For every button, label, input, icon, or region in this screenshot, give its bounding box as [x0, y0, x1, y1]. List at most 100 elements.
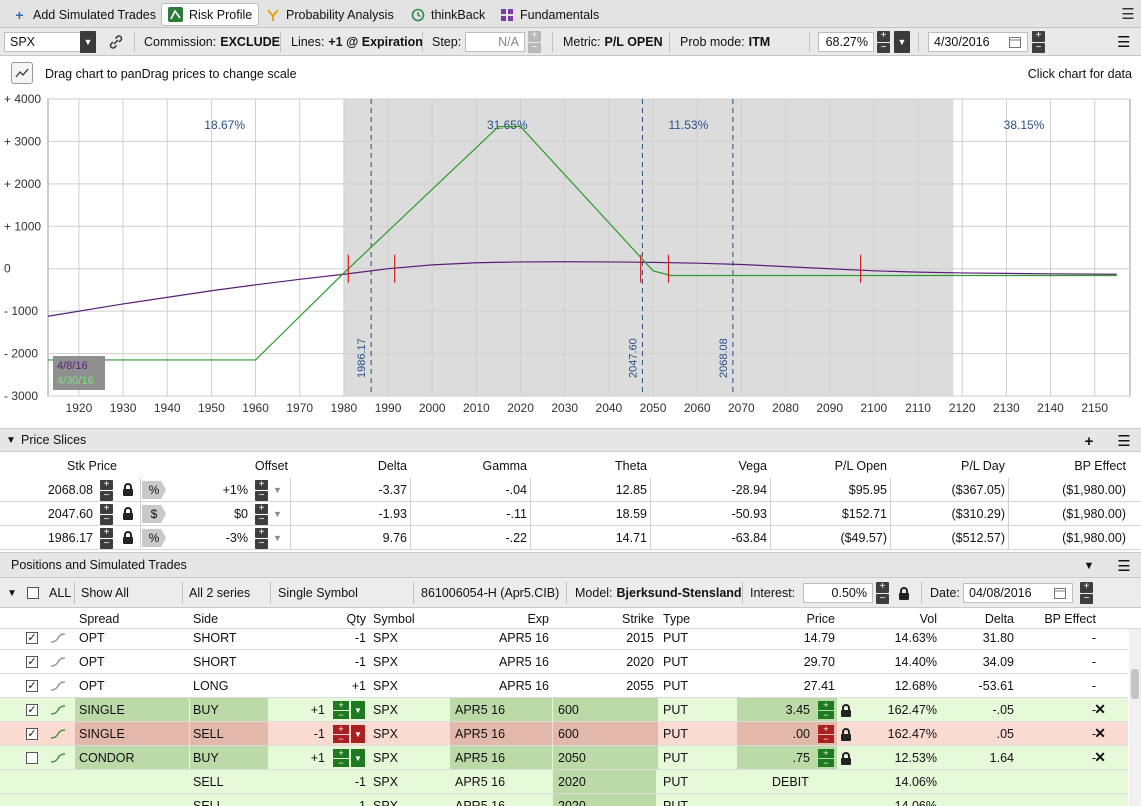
toolbar-menu-icon[interactable]: ☰: [1117, 34, 1131, 51]
position-row[interactable]: SELL -1 SPX APR5 16 2020 PUT DEBIT 14.06%: [0, 770, 1128, 794]
price-slice-row[interactable]: 2047.60 + − $ $0 + − ▼ -1.93 -.11 18.59 -50.93 $152.…: [0, 502, 1141, 526]
calendar-icon[interactable]: [1054, 587, 1066, 602]
slice-stk-price[interactable]: 2068.08: [47, 482, 93, 497]
offset-mode-toggle[interactable]: %: [142, 481, 166, 499]
positions-scrollbar[interactable]: [1129, 629, 1141, 806]
row-strike[interactable]: 600: [558, 702, 579, 717]
series-filter[interactable]: All 2 series: [189, 586, 251, 600]
price-slice-row[interactable]: 1986.17 + −% -3% + − ▼ 9.76 -.22 14.71 -63.84 ($49.…: [0, 526, 1141, 550]
tab-thinkback[interactable]: thinkBack: [404, 3, 491, 26]
positions-menu-icon[interactable]: ☰: [1117, 558, 1131, 575]
commission-setting[interactable]: Commission: EXCLUDE: [144, 35, 280, 49]
position-row[interactable]: ✓ OPT SHORT -1 SPX APR5 16 2015 PUT 14.79 14.63% 3…: [0, 626, 1128, 650]
chevron-down-icon[interactable]: ▼: [6, 434, 16, 446]
positions-collapse-icon[interactable]: ▼: [1083, 560, 1095, 572]
symbol-dropdown-icon[interactable]: ▼: [80, 31, 96, 53]
row-qty[interactable]: +1: [310, 702, 325, 717]
row-graph-icon[interactable]: [50, 698, 66, 721]
lines-setting[interactable]: Lines: +1 @ Expiration: [291, 35, 423, 49]
qty-spinner[interactable]: + −: [333, 749, 349, 767]
row-checkbox[interactable]: [26, 752, 38, 764]
lock-icon[interactable]: [841, 704, 851, 717]
row-checkbox[interactable]: ✓: [26, 632, 38, 644]
tab-fundamentals[interactable]: Fundamentals: [493, 3, 605, 26]
chart-style-icon[interactable]: [11, 62, 33, 84]
offset-spinner[interactable]: + −: [255, 504, 268, 525]
row-side[interactable]: BUY: [193, 702, 219, 717]
metric-setting[interactable]: Metric: P/L OPEN: [563, 35, 663, 49]
price-spinner[interactable]: + −: [818, 725, 834, 743]
step-input[interactable]: N/A: [465, 32, 525, 52]
price-slices-header[interactable]: ▼ Price Slices + ☰: [0, 428, 1141, 452]
calendar-icon[interactable]: [1009, 36, 1021, 51]
expiration-date-input[interactable]: 4/30/2016: [928, 32, 1028, 52]
row-price[interactable]: .00: [792, 726, 810, 741]
positions-date-input[interactable]: 04/08/2016: [963, 583, 1073, 603]
position-row[interactable]: CONDOR BUY +1 + − ▼ SPX APR5 16 2050 PUT .75 + −12.5…: [0, 746, 1128, 770]
qty-spinner[interactable]: + −: [333, 725, 349, 743]
positions-header[interactable]: Positions and Simulated Trades ▼ ☰: [0, 552, 1141, 578]
row-graph-icon[interactable]: [50, 626, 66, 649]
stk-price-spinner[interactable]: + −: [100, 480, 113, 501]
slice-offset[interactable]: +1%: [222, 482, 248, 497]
chevron-down-icon[interactable]: ▼: [7, 587, 17, 599]
lock-icon[interactable]: [123, 483, 133, 496]
price-slice-row[interactable]: 2068.08 + −% +1% + − ▼ -3.37 -.04 12.85 -28.94 $95.…: [0, 478, 1141, 502]
qty-spinner[interactable]: + −: [333, 701, 349, 719]
row-graph-icon[interactable]: [50, 674, 66, 697]
offset-dropdown-icon[interactable]: ▼: [273, 508, 282, 519]
close-icon[interactable]: ✕: [1094, 725, 1106, 741]
row-qty[interactable]: -1: [313, 726, 325, 741]
tab-risk-profile[interactable]: Risk Profile: [161, 3, 260, 26]
interest-spinner[interactable]: + −: [876, 582, 889, 604]
position-row[interactable]: ✓ OPT SHORT -1 SPX APR5 16 2020 PUT 29.70 14.40% 3…: [0, 650, 1128, 674]
link-icon[interactable]: [108, 28, 124, 56]
lock-icon[interactable]: [123, 507, 133, 520]
row-graph-icon[interactable]: [50, 746, 66, 769]
probmode-setting[interactable]: Prob mode: ITM: [680, 35, 771, 49]
step-spinner[interactable]: + −: [528, 31, 541, 53]
position-row[interactable]: ✓ SINGLE SELL -1 + − ▼ SPX APR5 16 600 PUT .00 + −162…: [0, 722, 1128, 746]
risk-profile-chart[interactable]: 1920 1930 1940 1950 1960 1970 1980 1990 2000 2010…: [0, 93, 1141, 423]
offset-dropdown-icon[interactable]: ▼: [273, 484, 282, 495]
symbol-mode-filter[interactable]: Single Symbol: [278, 586, 358, 600]
row-exp[interactable]: APR5 16: [455, 726, 506, 741]
row-price[interactable]: 3.45: [785, 702, 810, 717]
stk-price-spinner[interactable]: + −: [100, 504, 113, 525]
tab-probability-analysis[interactable]: Probability Analysis: [259, 3, 400, 26]
series-id-filter[interactable]: 861006054-H (Apr5.CIB): [421, 586, 560, 600]
probability-input[interactable]: 68.27%: [818, 32, 874, 52]
model-setting[interactable]: Model: Bjerksund-Stensland: [575, 586, 742, 600]
date-spinner[interactable]: + −: [1032, 31, 1045, 53]
offset-spinner[interactable]: + −: [255, 480, 268, 501]
lock-icon[interactable]: [899, 587, 909, 600]
row-graph-icon[interactable]: [50, 650, 66, 673]
offset-mode-toggle[interactable]: $: [142, 505, 166, 523]
row-checkbox[interactable]: ✓: [26, 704, 38, 716]
price-spinner[interactable]: + −: [818, 701, 834, 719]
qty-dropdown-icon[interactable]: ▼: [351, 701, 365, 719]
lock-icon[interactable]: [841, 728, 851, 741]
symbol-input[interactable]: SPX: [4, 32, 84, 52]
row-checkbox[interactable]: ✓: [26, 680, 38, 692]
probability-dropdown-icon[interactable]: ▼: [894, 31, 910, 53]
price-spinner[interactable]: + −: [818, 749, 834, 767]
select-all-checkbox[interactable]: [27, 587, 39, 599]
row-graph-icon[interactable]: [50, 722, 66, 745]
slice-offset[interactable]: $0: [234, 506, 248, 521]
row-strike[interactable]: 600: [558, 726, 579, 741]
slice-stk-price[interactable]: 1986.17: [47, 530, 93, 545]
offset-mode-toggle[interactable]: %: [142, 529, 166, 547]
row-checkbox[interactable]: ✓: [26, 728, 38, 740]
lock-icon[interactable]: [841, 752, 851, 765]
row-checkbox[interactable]: ✓: [26, 656, 38, 668]
show-filter[interactable]: Show All: [81, 586, 129, 600]
position-row[interactable]: ✓ SINGLE BUY +1 + − ▼ SPX APR5 16 600 PUT 3.45 + −162…: [0, 698, 1128, 722]
offset-dropdown-icon[interactable]: ▼: [273, 532, 282, 543]
qty-dropdown-icon[interactable]: ▼: [351, 749, 365, 767]
close-icon[interactable]: ✕: [1094, 701, 1106, 717]
row-side[interactable]: SELL: [193, 726, 224, 741]
row-exp[interactable]: APR5 16: [455, 702, 506, 717]
position-row[interactable]: SELL -1 SPX APR5 16 2020 PUT 14.06%: [0, 794, 1128, 806]
add-slice-icon[interactable]: +: [1084, 432, 1094, 450]
